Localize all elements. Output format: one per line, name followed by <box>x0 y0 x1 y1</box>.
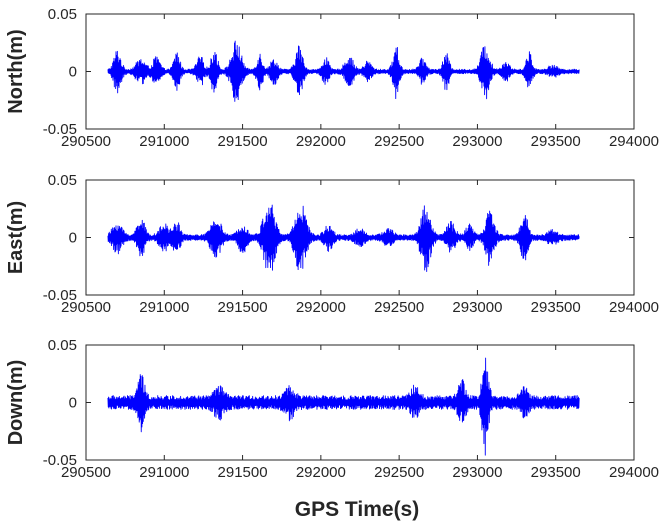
y-axis-label: East(m) <box>5 201 27 274</box>
series-line <box>107 204 580 272</box>
x-tick-label: 292000 <box>296 464 346 481</box>
x-tick-label: 290500 <box>61 133 111 150</box>
y-tick-label: 0 <box>69 64 77 81</box>
subplot-3: 290500 291000 291500 292000 292500 293000 2935… <box>5 337 659 521</box>
x-tick-label: 293000 <box>452 464 502 481</box>
x-tick-label: 293500 <box>531 133 581 150</box>
subplot-2: 290500 291000 291500 292000 292500 293000 2935… <box>5 172 659 316</box>
y-tick-label: 0.05 <box>48 6 77 23</box>
y-tick-label: 0.05 <box>48 337 77 354</box>
subplot-1: 290500 291000 291500 292000 292500 293000 2935… <box>5 6 659 150</box>
x-tick-label: 291500 <box>218 464 268 481</box>
x-tick-label: 290500 <box>61 299 111 316</box>
y-tick-label: 0 <box>69 230 77 247</box>
x-tick-label: 291000 <box>139 299 189 316</box>
x-tick-label: 291500 <box>218 299 268 316</box>
x-tick-label: 293000 <box>452 299 502 316</box>
x-tick-label: 293500 <box>531 464 581 481</box>
y-tick-label: -0.05 <box>43 121 77 138</box>
x-tick-label: 290500 <box>61 464 111 481</box>
x-tick-label: 291500 <box>218 133 268 150</box>
x-tick-label: 292500 <box>374 133 424 150</box>
x-axis-label: GPS Time(s) <box>295 498 419 521</box>
y-tick-label: -0.05 <box>43 452 77 469</box>
x-tick-label: 294000 <box>609 464 659 481</box>
x-tick-label: 294000 <box>609 133 659 150</box>
x-tick-label: 293500 <box>531 299 581 316</box>
y-axis-label: Down(m) <box>5 360 27 446</box>
x-tick-label: 292500 <box>374 299 424 316</box>
x-tick-label: 291000 <box>139 464 189 481</box>
y-axis-label: North(m) <box>5 29 27 113</box>
subplots: 290500 291000 291500 292000 292500 293000 2935… <box>5 6 659 521</box>
x-tick-label: 291000 <box>139 133 189 150</box>
x-tick-label: 292000 <box>296 133 346 150</box>
y-tick-label: 0 <box>69 395 77 412</box>
series-line <box>107 357 580 456</box>
y-tick-label: 0.05 <box>48 172 77 189</box>
x-tick-label: 292500 <box>374 464 424 481</box>
x-tick-label: 292000 <box>296 299 346 316</box>
x-tick-label: 294000 <box>609 299 659 316</box>
x-tick-label: 293000 <box>452 133 502 150</box>
y-tick-label: -0.05 <box>43 287 77 304</box>
series-line <box>107 40 580 102</box>
